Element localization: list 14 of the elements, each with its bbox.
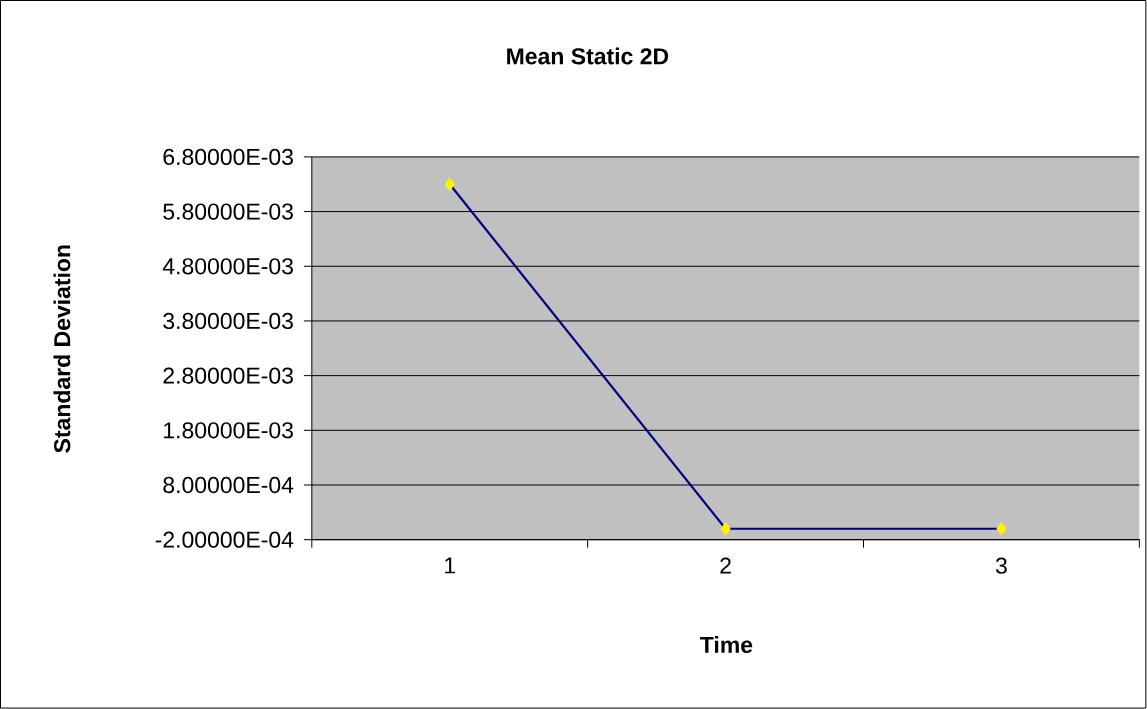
x-tick-label: 3	[995, 557, 1007, 574]
y-tick-label: 2.80000E-03	[163, 367, 293, 384]
y-axis-title: Standard Deviation	[53, 245, 71, 453]
y-tick-label: 5.80000E-03	[163, 203, 293, 220]
y-tick-label: 6.80000E-03	[163, 148, 293, 166]
y-tick-label: 8.00000E-04	[163, 477, 294, 494]
x-axis-title: Time	[700, 636, 753, 654]
x-tick-label: 2	[720, 557, 731, 574]
x-tick-label: 1	[445, 557, 456, 574]
y-tick-label: -2.00000E-04	[155, 531, 294, 549]
y-tick-label: 1.80000E-03	[164, 422, 293, 439]
y-tick-label: 4.80000E-03	[162, 258, 293, 275]
chart-title: Mean Static 2D	[507, 47, 669, 65]
y-tick-label: 3.80000E-03	[163, 313, 293, 330]
